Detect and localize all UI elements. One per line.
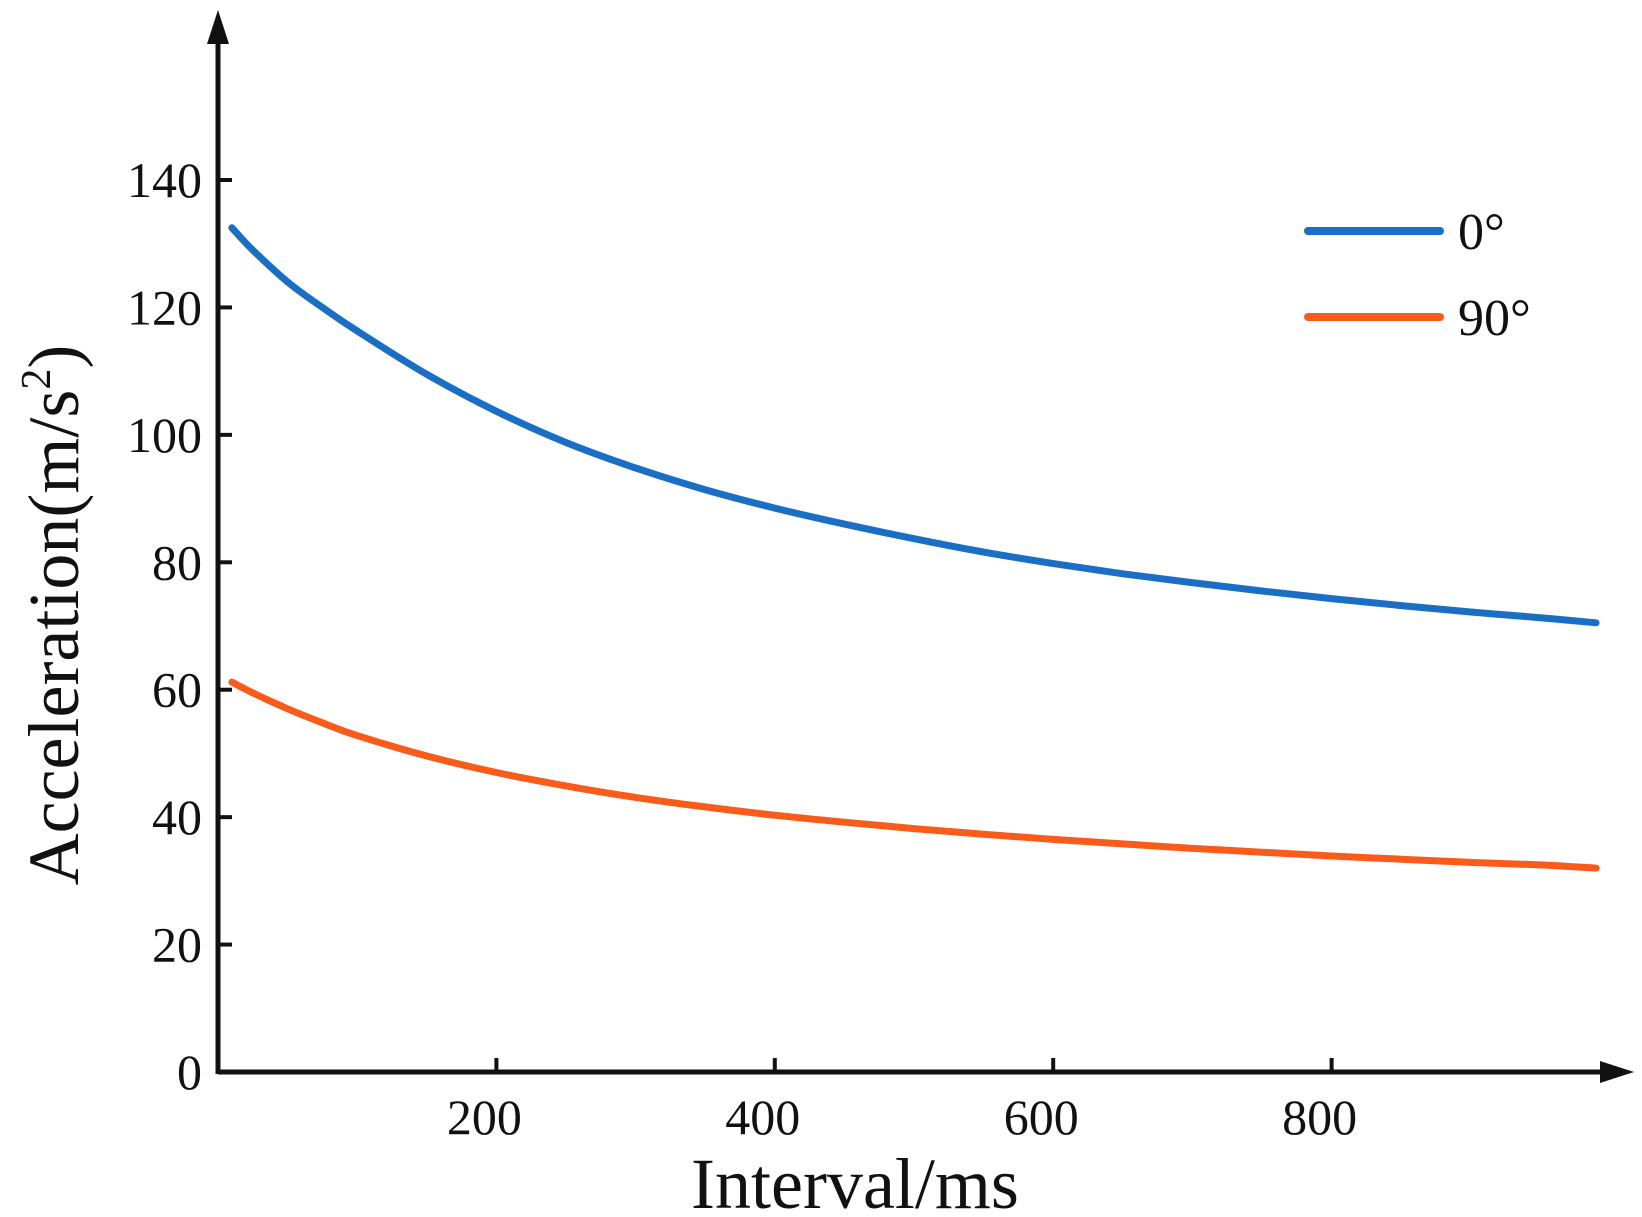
series-line-a (228, 224, 1600, 627)
x-tick-label: 200 (447, 1089, 522, 1145)
y-tick-label: 60 (152, 662, 202, 718)
y-tick-label: 40 (152, 789, 202, 845)
y-tick-label: 120 (127, 279, 202, 335)
y-tick-label: 0 (177, 1044, 202, 1100)
x-tick-label: 600 (1004, 1089, 1079, 1145)
ticks: 0 20 40 60 80 100 120 140 200 400 600 800 (127, 152, 1357, 1145)
y-axis-title-suffix: ) (14, 345, 94, 369)
y-axis-title: Acceleration(m/s2) (14, 345, 94, 886)
series-line-b (228, 678, 1600, 872)
x-axis-arrow-icon (1600, 1061, 1634, 1083)
series (228, 224, 1600, 872)
y-tick-label: 80 (152, 534, 202, 590)
legend: 0° 90° (1304, 204, 1531, 347)
x-axis-title: Interval/ms (691, 1144, 1019, 1217)
x-tick-label: 800 (1282, 1089, 1357, 1145)
y-tick-label: 140 (127, 152, 202, 208)
y-axis-arrow-icon (207, 10, 229, 44)
y-tick-label: 100 (127, 407, 202, 463)
axes (207, 10, 1634, 1083)
x-tick-label: 400 (725, 1089, 800, 1145)
y-tick-label: 20 (152, 917, 202, 973)
legend-label: 0° (1458, 204, 1505, 261)
y-axis-title-superscript: 2 (14, 369, 60, 390)
y-axis-title-main: Acceleration(m/s (14, 390, 94, 886)
legend-label: 90° (1458, 290, 1531, 347)
